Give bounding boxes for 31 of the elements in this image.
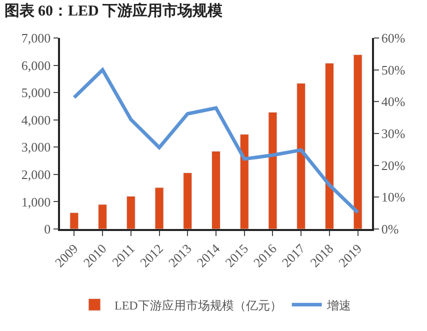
bar: [324, 62, 334, 229]
y2-tick-label: 10%: [381, 190, 406, 205]
y-tick-label: 1,000: [21, 194, 51, 210]
y2-tick-label: 40%: [381, 94, 406, 110]
y-tick-label: 7,000: [21, 30, 51, 46]
y2-tick-label: 20%: [381, 158, 406, 173]
bar: [353, 54, 362, 229]
x-tick-label: 2011: [108, 240, 138, 270]
bar: [126, 196, 136, 229]
bar: [98, 204, 108, 229]
y2-tick-label: 30%: [381, 126, 406, 142]
y-tick-label: 4,000: [21, 112, 51, 128]
bar: [296, 83, 306, 229]
legend-label: 增速: [326, 298, 351, 312]
y2-tick-label: 60%: [381, 30, 406, 46]
y-tick-label: 5,000: [21, 85, 51, 100]
legend-label: LED下游应用市场规模（亿元）: [114, 298, 282, 312]
y-tick-label: 3,000: [21, 140, 51, 155]
y-tick-label: 6,000: [21, 58, 51, 73]
bar: [183, 172, 192, 229]
y2-tick-label: 0%: [381, 222, 399, 237]
y2-tick-label: 50%: [381, 62, 406, 78]
bar: [212, 150, 220, 229]
y-tick-label: 2,000: [21, 166, 51, 182]
bar: [240, 134, 249, 229]
bar: [70, 212, 79, 229]
y-tick-label: 0: [44, 222, 51, 237]
line-series: [72, 68, 360, 214]
bar: [268, 112, 278, 229]
bar: [154, 187, 164, 229]
chart-title: 图表 60：LED 下游应用市场规模: [4, 1, 224, 20]
